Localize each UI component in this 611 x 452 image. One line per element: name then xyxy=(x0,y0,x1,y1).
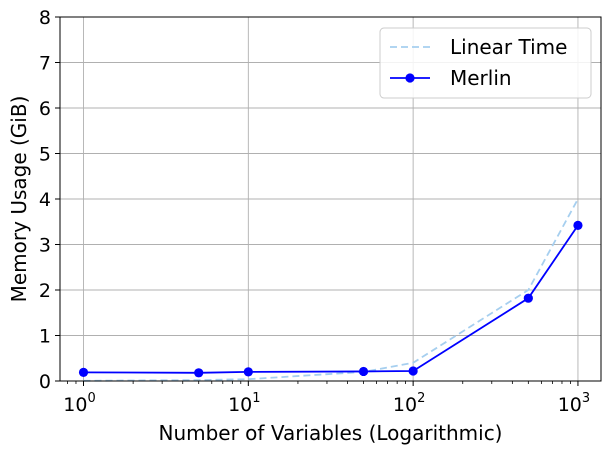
series-point xyxy=(194,368,204,378)
series-point xyxy=(243,367,253,377)
series-line-1 xyxy=(83,224,579,374)
x-tick-label: 101 xyxy=(228,391,260,416)
y-tick-label: 3 xyxy=(39,235,51,257)
legend-label: Merlin xyxy=(450,66,512,90)
legend-box xyxy=(379,27,592,99)
plot-series xyxy=(78,198,583,382)
y-tick-label: 4 xyxy=(39,189,51,211)
y-tick-label: 0 xyxy=(39,371,51,393)
y-tick-label: 2 xyxy=(39,280,51,302)
x-tick-exponent: 0 xyxy=(87,391,95,406)
x-tick-base: 10 xyxy=(393,394,417,416)
x-tick-base: 10 xyxy=(228,394,252,416)
x-tick-label: 102 xyxy=(393,391,425,416)
series-point xyxy=(408,366,418,376)
y-tick-label: 5 xyxy=(39,144,51,166)
series-point xyxy=(573,220,583,230)
series-point xyxy=(523,293,533,303)
x-tick-base: 10 xyxy=(63,394,87,416)
y-tick-label: 7 xyxy=(39,53,51,75)
legend-marker xyxy=(405,73,415,83)
y-tick-label: 1 xyxy=(39,326,51,348)
y-tick-label: 6 xyxy=(39,98,51,120)
x-tick-exponent: 1 xyxy=(252,391,260,406)
x-tick-exponent: 3 xyxy=(582,391,590,406)
legend: Linear Time Merlin xyxy=(379,27,592,99)
series-point xyxy=(78,367,89,377)
x-tick-base: 10 xyxy=(558,394,582,416)
x-tick-exponent: 2 xyxy=(417,391,425,406)
x-tick-label: 103 xyxy=(558,391,590,416)
x-tick-label: 100 xyxy=(63,391,95,416)
y-tick-label: 8 xyxy=(39,7,51,29)
series-point xyxy=(358,366,369,377)
x-axis-label: Number of Variables (Logarithmic) xyxy=(158,421,502,445)
legend-label: Linear Time xyxy=(450,35,567,59)
y-axis-label: Memory Usage (GiB) xyxy=(7,96,31,303)
